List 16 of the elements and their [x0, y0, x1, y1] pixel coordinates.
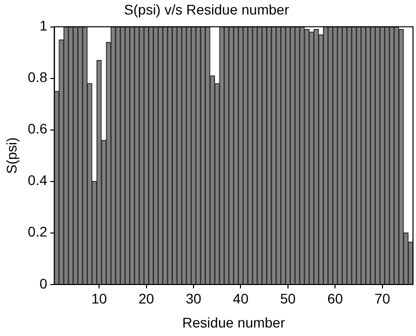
x-axis-title: Residue number [182, 314, 286, 330]
x-tick-label: 30 [186, 290, 202, 307]
x-tick-label: 10 [91, 290, 108, 307]
y-tick-label: 0.6 [28, 120, 48, 137]
x-tick-label: 60 [327, 290, 344, 307]
y-tick-label: 1 [39, 18, 48, 34]
y-tick-label: 0.2 [28, 224, 48, 240]
y-tick-label: 0.4 [28, 172, 48, 188]
y-axis-title: S(psi) [3, 137, 20, 174]
y-tick-label: 0.8 [28, 69, 48, 86]
x-tick-label: 50 [280, 290, 296, 307]
x-tick-label: 40 [232, 290, 249, 307]
chart-title: S(psi) v/s Residue number [124, 1, 290, 18]
x-tick-label: 20 [138, 290, 154, 307]
y-tick-label: 0 [39, 275, 48, 292]
x-tick-label: 70 [374, 290, 390, 307]
